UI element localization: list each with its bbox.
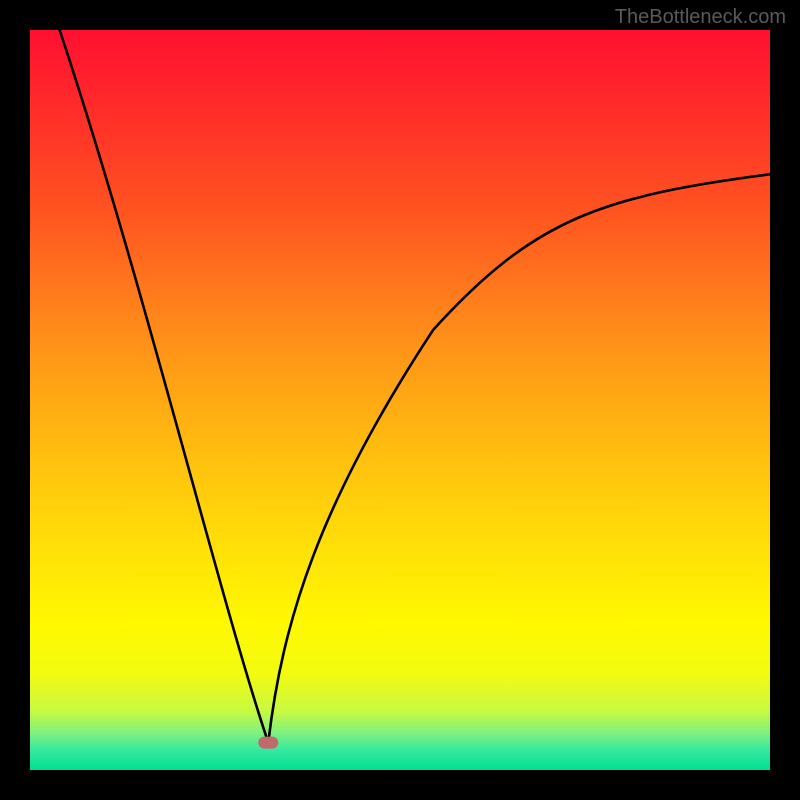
sweet-spot-marker [258,737,278,749]
watermark-text: TheBottleneck.com [615,6,786,29]
chart-canvas [30,30,770,770]
bottleneck-chart [30,30,770,770]
gradient-background [30,30,770,770]
